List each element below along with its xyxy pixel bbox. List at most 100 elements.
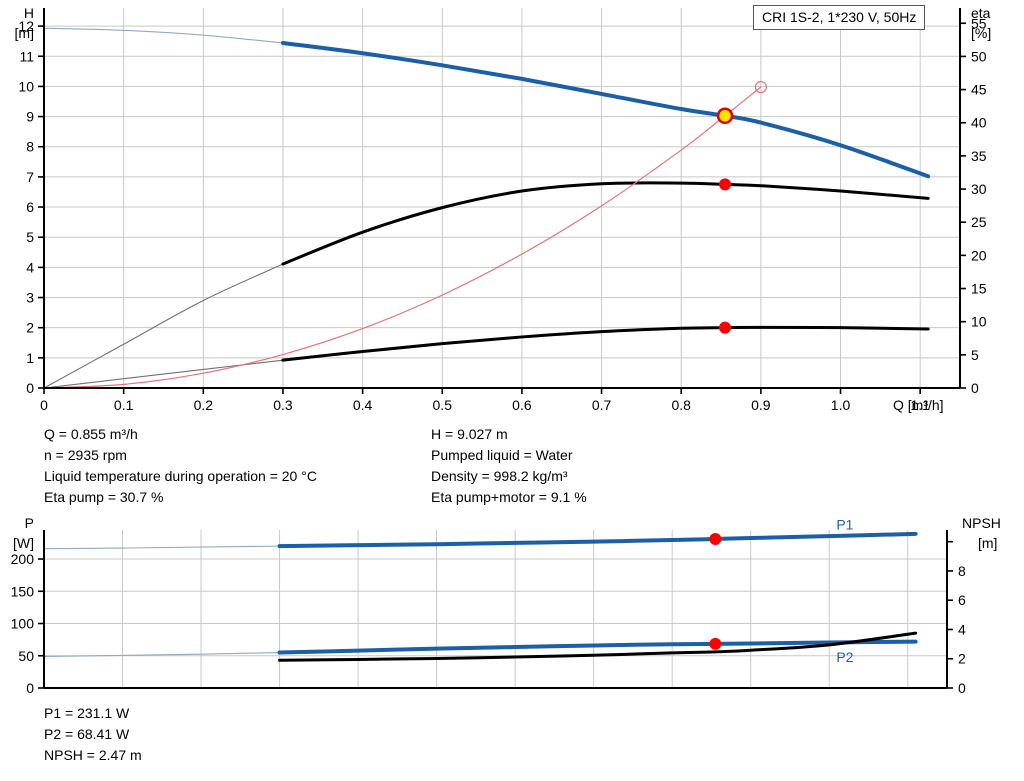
curve-p2-thin — [43, 651, 281, 657]
grid-lines — [44, 530, 947, 689]
operating-data-left-line-3: Eta pump = 30.7 % — [44, 489, 164, 505]
curve-p1-thin — [43, 545, 281, 550]
power-axis-title-line1: P — [25, 515, 34, 531]
x-tick-label: 0.3 — [273, 397, 293, 413]
p1-duty-point — [709, 532, 722, 545]
curve-eta-pump-thin — [43, 263, 284, 389]
y-tick-label-right: 10 — [971, 314, 987, 330]
curve-p1 — [277, 531, 918, 549]
y-tick-label-left: 1 — [26, 350, 34, 366]
eta-axis-title-line2: [%] — [971, 25, 991, 41]
pump-model-text: CRI 1S-2, 1*230 V, 50Hz — [762, 9, 917, 25]
power-data: P1 = 231.1 W P2 = 68.41 W NPSH = 2.47 m — [44, 703, 142, 766]
y-tick-label-right: 8 — [958, 563, 966, 579]
curve-head-h — [280, 40, 931, 179]
markers-group — [716, 80, 767, 334]
y-tick-label-left: 200 — [11, 551, 35, 567]
y-tick-label-left: 50 — [18, 648, 34, 664]
system-curve-end-point — [754, 80, 767, 94]
y-tick-label-left: 8 — [26, 139, 34, 155]
curve-npsh — [278, 631, 918, 662]
eta-pump-point — [719, 178, 732, 191]
x-tick-label: 0.8 — [671, 397, 691, 413]
head-axis-title-line1: H — [24, 5, 34, 21]
x-tick-label: 0 — [40, 397, 48, 413]
power-data-line-2: NPSH = 2.47 m — [44, 747, 142, 763]
y-tick-label-left: 10 — [18, 78, 34, 94]
y-tick-label-right: 20 — [971, 247, 987, 263]
y-tick-label-right: 45 — [971, 82, 987, 98]
y-tick-label-left: 0 — [26, 380, 34, 396]
x-tick-label: 0.7 — [592, 397, 612, 413]
y-tick-label-right: 35 — [971, 148, 987, 164]
y-tick-label-left: 12 — [18, 18, 34, 34]
operating-data-left: Q = 0.855 m³/h n = 2935 rpm Liquid tempera… — [44, 424, 317, 508]
y-tick-label-right: 0 — [958, 680, 966, 696]
curve-eta-pump-motor — [281, 325, 930, 362]
y-tick-label-left: 2 — [26, 320, 34, 336]
npsh-axis-title-line2: [m] — [978, 535, 997, 551]
x-tick-label: 0.1 — [114, 397, 134, 413]
x-tick-label: 0.5 — [433, 397, 453, 413]
curve-eta-pump — [281, 181, 930, 266]
y-tick-label-right: 30 — [971, 181, 987, 197]
x-tick-label: 0.6 — [512, 397, 532, 413]
y-tick-label-right: 15 — [971, 281, 987, 297]
y-tick-label-right: 50 — [971, 48, 987, 64]
operating-data-right: H = 9.027 m Pumped liquid = Water Density … — [431, 424, 587, 508]
y-tick-label-left: 7 — [26, 169, 34, 185]
power-axis-title-line2: [W] — [13, 535, 34, 551]
y-tick-label-left: 0 — [26, 680, 34, 696]
duty-point — [716, 107, 734, 125]
y-tick-label-right: 6 — [958, 592, 966, 608]
y-tick-label-right: 40 — [971, 115, 987, 131]
power-data-line-0: P1 = 231.1 W — [44, 705, 130, 721]
p2-label: P2 — [836, 649, 853, 665]
axes: 0 50 100 150 200 0 2 4 6 8 — [11, 530, 966, 696]
operating-data-left-line-2: Liquid temperature during operation = 20… — [44, 468, 317, 484]
npsh-axis-title-line1: NPSH — [962, 515, 1001, 531]
operating-data-right-line-2: Density = 998.2 kg/m³ — [431, 468, 568, 484]
series-group — [43, 27, 931, 389]
eta-axis-title-line1: eta — [971, 5, 991, 21]
curve-p2 — [277, 639, 918, 655]
series-group — [43, 531, 918, 662]
operating-data-right-line-1: Pumped liquid = Water — [431, 447, 573, 463]
x-tick-label: 0.9 — [751, 397, 771, 413]
y-tick-label-left: 150 — [11, 583, 35, 599]
curve-system-curve — [43, 86, 762, 389]
p2-duty-point — [709, 637, 722, 650]
y-tick-label-right: 55 — [971, 15, 987, 31]
curve-head-h-thin — [43, 27, 284, 44]
y-tick-label-right: 4 — [958, 621, 966, 637]
x-tick-label: 0.2 — [194, 397, 214, 413]
x-tick-label: 1.1 — [910, 397, 930, 413]
power-data-line-1: P2 = 68.41 W — [44, 726, 130, 742]
operating-data-left-line-1: n = 2935 rpm — [44, 447, 127, 463]
y-tick-label-left: 3 — [26, 290, 34, 306]
y-tick-label-right: 0 — [971, 380, 979, 396]
head-axis-title-line2: [m] — [15, 25, 34, 41]
pump-model-legend: CRI 1S-2, 1*230 V, 50Hz — [753, 5, 926, 30]
operating-data-right-line-0: H = 9.027 m — [431, 426, 508, 442]
y-tick-label-left: 100 — [11, 616, 35, 632]
operating-data-left-line-0: Q = 0.855 m³/h — [44, 426, 138, 442]
p1-label: P1 — [836, 516, 853, 532]
y-tick-label-left: 4 — [26, 259, 34, 275]
y-tick-label-left: 6 — [26, 199, 34, 215]
y-tick-label-left: 5 — [26, 229, 34, 245]
eta-pump-motor-point — [719, 321, 732, 334]
y-tick-label-right: 5 — [971, 347, 979, 363]
flow-axis-title: Q [m³/h] — [893, 397, 944, 413]
power-npsh-chart: P1 P2 0 50 100 150 200 0 2 4 6 8 P [W] NPSH [m] — [11, 515, 1001, 696]
markers-group — [709, 532, 722, 650]
operating-data-right-line-3: Eta pump+motor = 9.1 % — [431, 489, 587, 505]
x-tick-label: 1.0 — [831, 397, 851, 413]
y-tick-label-right: 2 — [958, 651, 966, 667]
x-tick-label: 0.4 — [353, 397, 373, 413]
grid-lines — [44, 8, 960, 389]
y-tick-label-right: 25 — [971, 214, 987, 230]
